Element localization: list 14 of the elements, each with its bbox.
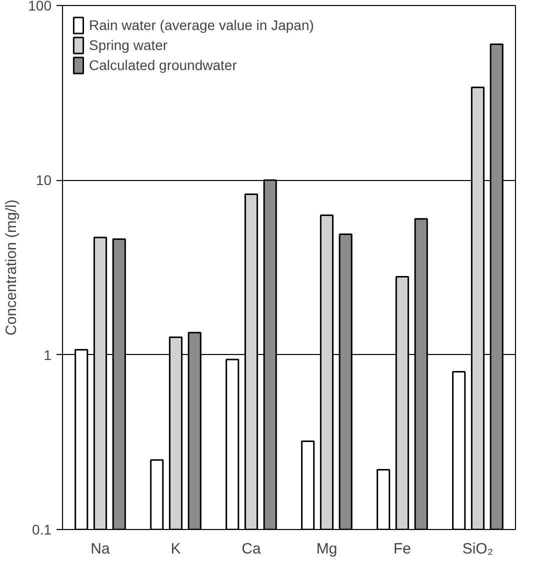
x-tick-label: Ca <box>242 540 262 558</box>
legend-label: Rain water (average value in Japan) <box>89 17 314 33</box>
x-tick-label: SiO₂ <box>462 540 494 558</box>
y-tick-label: 0.1 <box>32 522 52 538</box>
y-tick-label: 10 <box>36 172 52 188</box>
x-tick-label: Na <box>90 540 110 558</box>
x-tick-label: Fe <box>394 540 412 558</box>
y-tick-label: 1 <box>44 346 52 363</box>
x-tick-label: Mg <box>316 540 338 558</box>
legend-label: Calculated groundwater <box>89 57 237 73</box>
y-tick-label: 100 <box>28 0 52 14</box>
legend-label: Spring water <box>89 37 168 53</box>
y-axis-title: Concentration (mg/l) <box>3 200 20 336</box>
x-tick-label: K <box>170 540 181 558</box>
